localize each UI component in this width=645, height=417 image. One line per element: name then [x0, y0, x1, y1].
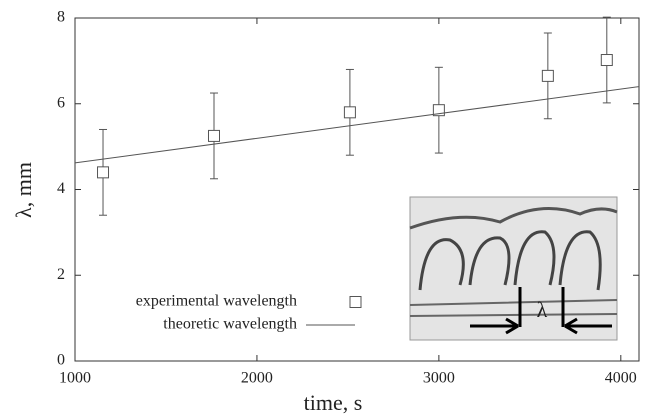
- x-tick-label: 1000: [59, 370, 91, 387]
- legend-label: theoretic wavelength: [163, 316, 297, 333]
- y-tick-label: 6: [57, 94, 65, 111]
- y-tick-label: 0: [57, 352, 65, 369]
- data-point: [207, 129, 220, 142]
- data-point: [343, 106, 356, 119]
- legend-label: experimental wavelength: [136, 293, 297, 310]
- x-tick-label: 2000: [241, 370, 273, 387]
- data-point: [541, 69, 554, 82]
- data-point: [97, 166, 110, 179]
- x-tick-label: 4000: [605, 370, 637, 387]
- y-tick-label: 2: [57, 266, 65, 283]
- y-tick-label: 4: [57, 180, 65, 197]
- inset-photo: [409, 196, 618, 341]
- data-point: [600, 54, 613, 67]
- data-point: [432, 104, 445, 117]
- y-tick-label: 8: [57, 9, 65, 26]
- legend-marker: [349, 296, 362, 308]
- x-tick-label: 3000: [423, 370, 455, 387]
- inset-label: λ: [537, 297, 548, 322]
- theory-line: [74, 86, 640, 164]
- x-axis-label: time, s: [304, 390, 363, 415]
- y-axis-label: λ, mm: [11, 162, 36, 218]
